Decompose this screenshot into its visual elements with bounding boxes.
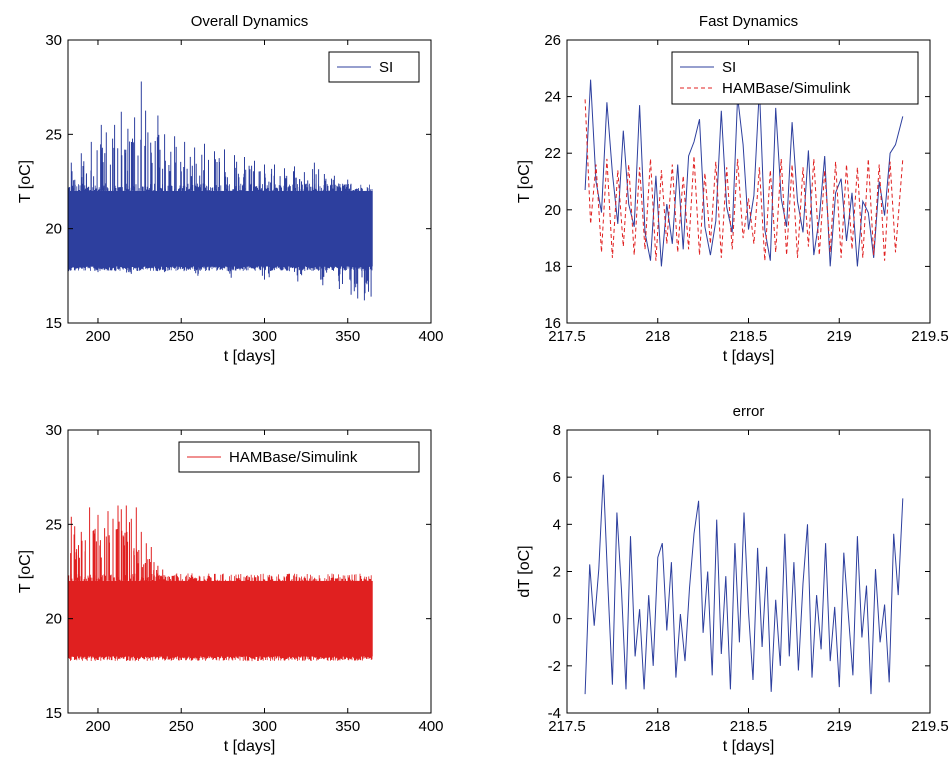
x-tick-label: 217.5 (548, 328, 586, 345)
y-tick-label: 30 (45, 32, 62, 49)
x-ticks: 217.5 218 218.5 219 219.5 (548, 40, 949, 345)
legend-box (671, 51, 919, 105)
x-tick-label: 219.5 (911, 328, 949, 345)
y-tick-label: 26 (544, 32, 561, 49)
y-tick-label: 15 (45, 315, 62, 332)
x-axis-label: t [days] (224, 348, 276, 365)
y-axis-label: T [oC] (17, 550, 34, 593)
y-axis-label: T [oC] (17, 160, 34, 203)
chart-panel-4: 217.5 218 218.5 219 219.5 -4 -2 0 2 4 6 8 t [days] dT… (516, 403, 949, 755)
x-ticks: 200 250 300 350 400 (85, 40, 444, 345)
y-tick-label: 20 (45, 611, 62, 628)
y-ticks: 16 18 20 22 24 26 (544, 32, 930, 332)
y-tick-label: 20 (544, 202, 561, 219)
y-tick-label: 0 (553, 611, 561, 628)
y-tick-label: -2 (548, 658, 561, 675)
series-1-spikes (70, 505, 164, 581)
chart-title: error (733, 403, 765, 420)
y-axis-label: dT [oC] (516, 545, 533, 597)
plot-area (584, 79, 904, 267)
chart-panel-2: 217.5 218 218.5 219 219.5 16 18 20 22 24 26 t [days… (516, 13, 949, 365)
y-axis-label: T [oC] (516, 160, 533, 203)
x-tick-label: 200 (85, 718, 110, 735)
y-tick-label: 2 (553, 564, 561, 581)
y-tick-label: 25 (45, 126, 62, 143)
x-tick-label: 219 (827, 328, 852, 345)
y-tick-label: 6 (553, 469, 561, 486)
y-ticks: 15 20 25 30 (45, 32, 431, 332)
x-tick-label: 219 (827, 718, 852, 735)
legend: HAMBase/Simulink (178, 441, 420, 473)
x-tick-label: 300 (252, 718, 277, 735)
y-tick-label: 24 (544, 89, 561, 106)
y-tick-label: -4 (548, 705, 561, 722)
plot-area (68, 505, 373, 662)
series-1-spikes (70, 81, 372, 301)
y-ticks: 15 20 25 30 (45, 422, 431, 722)
x-tick-label: 218 (645, 718, 670, 735)
chart-title: Overall Dynamics (191, 13, 309, 30)
series-1-line (584, 79, 904, 267)
y-tick-label: 8 (553, 422, 561, 439)
x-axis-label: t [days] (723, 738, 775, 755)
y-tick-label: 20 (45, 221, 62, 238)
x-tick-label: 250 (169, 718, 194, 735)
y-ticks: -4 -2 0 2 4 6 8 (548, 422, 930, 722)
series-1-oscillation (68, 183, 373, 272)
series-1-line (584, 474, 904, 695)
series-2-line (584, 99, 904, 261)
x-tick-label: 400 (418, 328, 443, 345)
x-tick-label: 300 (252, 328, 277, 345)
x-tick-label: 217.5 (548, 718, 586, 735)
x-tick-label: 219.5 (911, 718, 949, 735)
y-tick-label: 15 (45, 705, 62, 722)
chart-title: Fast Dynamics (699, 13, 798, 30)
chart-panel-1: 200 250 300 350 400 15 20 25 30 t [days] T [oC] Ove… (17, 13, 444, 365)
y-tick-label: 18 (544, 258, 561, 275)
x-ticks: 217.5 218 218.5 219 219.5 (548, 430, 949, 735)
plot-area (68, 81, 373, 301)
legend-label: SI (379, 59, 393, 76)
x-tick-label: 200 (85, 328, 110, 345)
legend: SI HAMBase/Simulink (671, 51, 919, 105)
y-tick-label: 16 (544, 315, 561, 332)
chart-panel-3: 200 250 300 350 400 15 20 25 30 t [days] T [oC] HAM… (17, 422, 444, 755)
plot-area (584, 474, 904, 695)
x-axis-label: t [days] (224, 738, 276, 755)
axes-box (67, 429, 432, 714)
x-ticks: 200 250 300 350 400 (85, 430, 444, 735)
legend: SI (328, 51, 420, 83)
legend-label: HAMBase/Simulink (722, 80, 851, 97)
x-tick-label: 350 (335, 718, 360, 735)
x-tick-label: 400 (418, 718, 443, 735)
x-tick-label: 218.5 (730, 718, 768, 735)
y-tick-label: 25 (45, 516, 62, 533)
y-tick-label: 30 (45, 422, 62, 439)
y-tick-label: 4 (553, 516, 561, 533)
legend-label: HAMBase/Simulink (229, 449, 358, 466)
series-1-oscillation (68, 573, 373, 662)
y-tick-label: 22 (544, 145, 561, 162)
x-axis-label: t [days] (723, 348, 775, 365)
x-tick-label: 350 (335, 328, 360, 345)
axes-box (67, 39, 432, 324)
x-tick-label: 218.5 (730, 328, 768, 345)
x-tick-label: 250 (169, 328, 194, 345)
legend-label: SI (722, 59, 736, 76)
x-tick-label: 218 (645, 328, 670, 345)
